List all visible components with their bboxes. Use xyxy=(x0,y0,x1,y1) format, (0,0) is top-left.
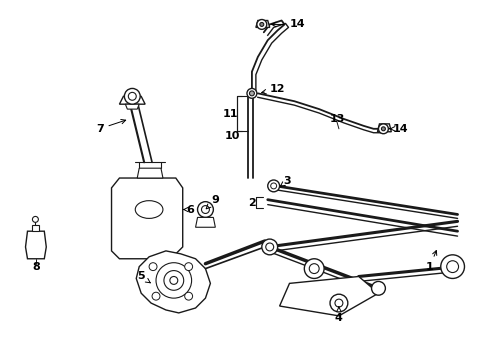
Text: 2: 2 xyxy=(248,198,256,208)
Circle shape xyxy=(149,263,157,271)
Circle shape xyxy=(124,89,140,104)
Circle shape xyxy=(330,294,348,312)
Polygon shape xyxy=(377,124,392,132)
Circle shape xyxy=(257,19,267,30)
Circle shape xyxy=(32,216,38,222)
Text: 11: 11 xyxy=(222,109,238,119)
Text: 9: 9 xyxy=(206,195,220,209)
Circle shape xyxy=(381,127,386,131)
Circle shape xyxy=(247,89,257,98)
Circle shape xyxy=(249,91,254,96)
Polygon shape xyxy=(125,104,139,109)
Circle shape xyxy=(170,276,178,284)
Circle shape xyxy=(185,292,193,300)
Circle shape xyxy=(371,282,386,295)
Polygon shape xyxy=(25,231,46,259)
Text: 12: 12 xyxy=(262,84,285,94)
Circle shape xyxy=(185,263,193,271)
Circle shape xyxy=(378,124,389,134)
Text: 1: 1 xyxy=(426,251,437,272)
Polygon shape xyxy=(112,178,183,259)
Circle shape xyxy=(268,180,280,192)
Circle shape xyxy=(152,292,160,300)
Text: 10: 10 xyxy=(224,131,240,141)
Circle shape xyxy=(262,239,278,255)
Circle shape xyxy=(197,202,213,217)
Text: 4: 4 xyxy=(335,307,343,323)
Text: 3: 3 xyxy=(280,176,292,186)
Text: 6: 6 xyxy=(184,204,195,215)
Polygon shape xyxy=(280,276,378,316)
Text: 13: 13 xyxy=(329,114,344,124)
Polygon shape xyxy=(32,225,39,231)
Polygon shape xyxy=(196,217,215,227)
Polygon shape xyxy=(137,168,163,178)
Polygon shape xyxy=(256,21,270,27)
Text: 14: 14 xyxy=(271,19,305,30)
Text: 8: 8 xyxy=(32,262,40,272)
Circle shape xyxy=(304,259,324,278)
Text: 14: 14 xyxy=(390,124,408,134)
Polygon shape xyxy=(120,96,145,104)
Text: 5: 5 xyxy=(137,271,150,283)
Text: 7: 7 xyxy=(96,120,125,134)
Circle shape xyxy=(260,22,264,26)
Circle shape xyxy=(441,255,465,278)
Polygon shape xyxy=(136,251,210,313)
